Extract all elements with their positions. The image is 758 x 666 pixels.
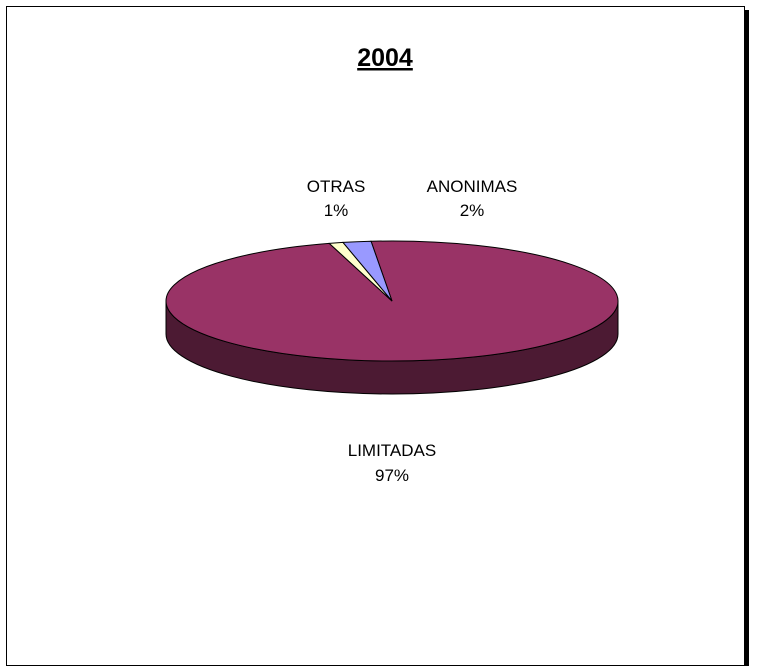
pie-slice-anonimas: [341, 240, 393, 302]
slice-label-otras: OTRAS: [307, 177, 366, 196]
chart-title: 2004: [357, 44, 413, 72]
slice-label-limitadas: LIMITADAS: [348, 441, 436, 460]
slice-value-anonimas: 2%: [460, 201, 485, 220]
slice-value-limitadas: 97%: [375, 466, 409, 485]
pie-slices: [165, 240, 619, 362]
slice-label-anonimas: ANONIMAS: [427, 177, 518, 196]
slice-value-otras: 1%: [324, 201, 349, 220]
